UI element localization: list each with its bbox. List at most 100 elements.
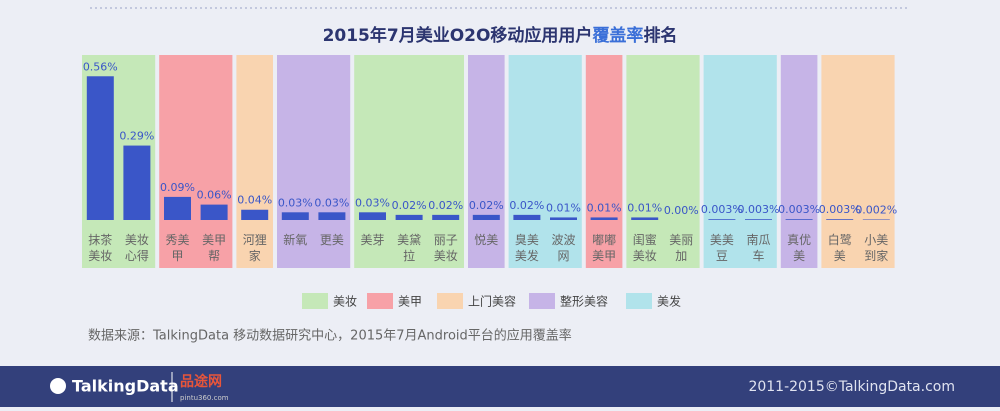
bar: [745, 219, 772, 220]
x-tick-label: 白鹭美: [828, 232, 852, 263]
x-tick-label: 抹茶美妆: [88, 232, 112, 263]
value-label: 0.003%: [738, 203, 780, 216]
value-label: 0.03%: [278, 196, 313, 209]
legend-label: 美妆: [333, 295, 357, 309]
legend-label: 美甲: [398, 295, 422, 309]
source: 数据来源：TalkingData 移动数据研究中心，2015年7月Android…: [88, 328, 572, 344]
value-label: 0.56%: [83, 60, 118, 73]
legend-swatch: [302, 293, 328, 309]
label-line: 美: [793, 249, 805, 263]
legend-swatch: [437, 293, 463, 309]
label-line: 网: [557, 249, 569, 263]
group-band: [236, 55, 273, 268]
value-label: 0.02%: [428, 199, 463, 212]
label-line: 美甲: [202, 233, 226, 247]
bar: [472, 214, 500, 220]
label-line: 新氧: [283, 232, 307, 247]
value-label: 0.03%: [314, 196, 349, 209]
bar: [708, 219, 736, 220]
x-tick-label: 嘟嘟美甲: [592, 233, 616, 263]
x-tick-label: 波波网: [551, 233, 575, 263]
label-line: 美丽: [669, 233, 693, 247]
bar: [318, 212, 346, 220]
bar: [826, 219, 854, 220]
label-line: 美妆: [633, 249, 657, 263]
value-label: 0.01%: [546, 201, 581, 214]
x-tick-label: 丽子美妆: [434, 233, 458, 263]
group-band: [159, 55, 233, 268]
x-tick-label: 更美: [320, 233, 344, 247]
bar: [862, 219, 890, 220]
legend-swatch: [367, 293, 393, 309]
label-line: 更美: [320, 233, 344, 247]
group-band: [585, 55, 623, 268]
bar: [785, 219, 813, 220]
label-line: 美: [834, 249, 846, 263]
value-label: 0.003%: [819, 203, 861, 216]
bar: [395, 214, 423, 220]
bar: [164, 196, 191, 220]
x-tick-label: 新氧: [283, 232, 307, 247]
x-tick-label: 小美到家: [864, 233, 888, 263]
label-line: 车: [752, 248, 764, 263]
label-line: 河狸: [243, 233, 267, 247]
group-band: [626, 55, 700, 268]
label-line: 臭美: [515, 232, 539, 247]
label-line: 白鹭: [828, 232, 852, 247]
title-part: 排名: [643, 25, 677, 46]
group-band: [468, 55, 505, 268]
x-tick-label: 臭美美发: [515, 232, 539, 263]
group-band: [821, 55, 895, 268]
group-band: [780, 55, 818, 268]
label-line: 秀美: [165, 233, 189, 247]
x-tick-label: 真优美: [787, 233, 811, 263]
bar: [86, 76, 114, 221]
footer-copyright: 2011-2015©TalkingData.com: [748, 379, 955, 395]
bar: [590, 217, 618, 220]
bar: [123, 145, 151, 220]
label-line: 拉: [403, 248, 415, 263]
value-label: 0.02%: [509, 199, 544, 212]
label-line: 甲: [171, 249, 183, 263]
value-label: 0.29%: [119, 130, 154, 143]
title-part: 2015年7月美业O2O移动应用用户: [323, 25, 593, 46]
legend-label: 整形美容: [560, 294, 608, 309]
x-tick-label: 美芽: [360, 233, 384, 247]
footer-brand: TalkingData: [72, 377, 179, 396]
bar: [241, 209, 269, 220]
label-line: 南瓜: [746, 232, 770, 247]
group-band: [703, 55, 777, 268]
x-tick-label: 美丽加: [669, 233, 693, 263]
bar: [550, 217, 577, 220]
label-line: 到家: [864, 248, 888, 263]
bar: [631, 217, 659, 220]
value-label: 0.01%: [627, 201, 662, 214]
label-line: 家: [249, 248, 261, 263]
bar: [359, 212, 386, 220]
label-line: 豆: [716, 249, 728, 263]
label-line: 嘟嘟: [592, 233, 616, 247]
value-label: 0.02%: [392, 199, 427, 212]
legend-label: 上门美容: [468, 294, 516, 309]
footer-partner: 品途网: [180, 373, 222, 390]
label-line: 帮: [208, 249, 220, 263]
footer-partner-url: pintu360.com: [180, 394, 229, 402]
x-tick-label: 美美豆: [710, 233, 734, 263]
x-tick-label: 美甲帮: [202, 233, 226, 263]
label-line: 悦美: [474, 233, 498, 247]
label-line: 丽子: [434, 233, 458, 247]
x-tick-label: 河狸家: [243, 233, 267, 263]
group-band: [277, 55, 351, 268]
label-line: 美妆: [88, 249, 112, 263]
value-label: 0.03%: [355, 196, 390, 209]
label-line: 加: [675, 249, 687, 263]
logo-icon: [50, 378, 66, 394]
label-line: 波波: [551, 233, 575, 247]
value-label: 0.04%: [237, 194, 272, 207]
label-line: 美妆: [125, 233, 149, 247]
bar: [432, 214, 460, 220]
value-label: 0.003%: [778, 203, 820, 216]
value-label: 0.02%: [469, 199, 504, 212]
group-band: [354, 55, 464, 268]
